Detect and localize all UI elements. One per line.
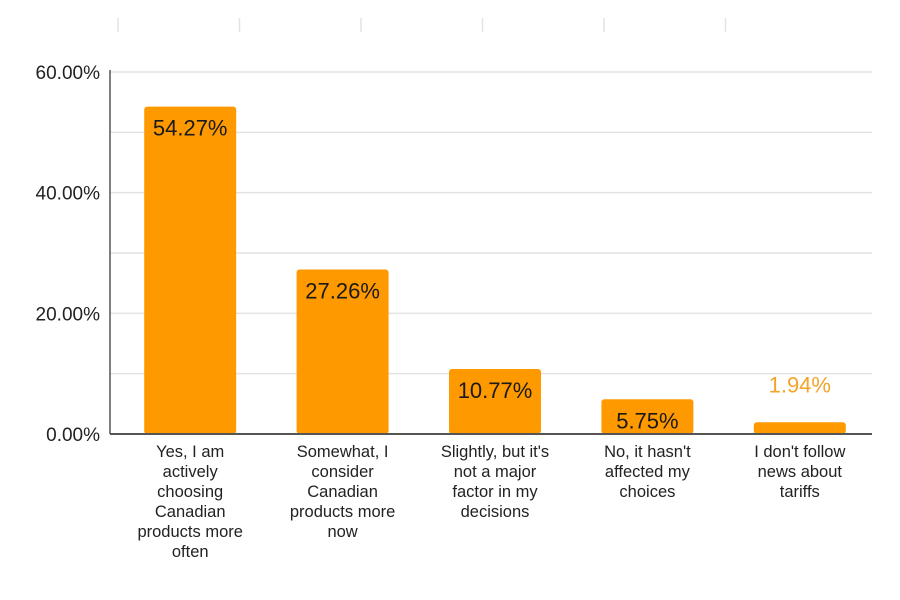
data-label: 27.26% [305, 279, 380, 304]
bar [144, 106, 237, 435]
bar [753, 422, 846, 434]
x-tick-label: I don't follow news about tariffs [754, 443, 845, 501]
y-tick-label: 20.00% [36, 304, 101, 325]
y-tick-label: 40.00% [36, 184, 101, 205]
top-tick-marks [117, 18, 727, 32]
data-label: 10.77% [458, 378, 533, 403]
x-tick-label: No, it hasn't affected my choices [604, 443, 691, 501]
data-label: 54.27% [153, 116, 228, 141]
x-tick-label: Yes, I am actively choosing Canadian product… [137, 443, 242, 561]
bars [144, 106, 846, 435]
bar [449, 369, 541, 434]
category-labels: Yes, I am actively choosing Canadian product… [137, 443, 845, 561]
data-label: 5.75% [616, 408, 678, 433]
y-tick-label: 0.00% [46, 425, 100, 446]
x-tick-label: Slightly, but it's not a major factor in m… [441, 443, 549, 521]
y-tick-label: 60.00% [36, 63, 101, 84]
data-labels: 54.27% 27.26% 10.77% 5.75% 1.94% [153, 116, 831, 434]
bar [601, 399, 694, 434]
bar [296, 269, 389, 434]
y-axis: 0.00% 20.00% 40.00% 60.00% [36, 63, 111, 446]
data-label: 1.94% [769, 372, 831, 397]
